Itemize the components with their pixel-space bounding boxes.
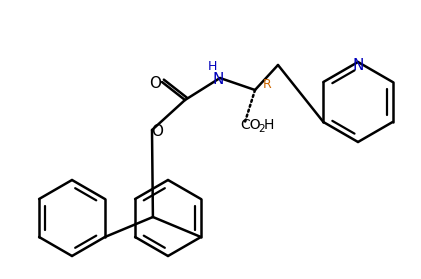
Text: H: H	[264, 118, 274, 132]
Text: O: O	[149, 76, 161, 90]
Text: O: O	[151, 124, 163, 140]
Text: CO: CO	[240, 118, 261, 132]
Text: 2: 2	[258, 124, 265, 134]
Text: R: R	[263, 78, 272, 92]
Text: N: N	[352, 57, 364, 73]
Text: H: H	[207, 61, 217, 73]
Text: N: N	[212, 71, 224, 86]
